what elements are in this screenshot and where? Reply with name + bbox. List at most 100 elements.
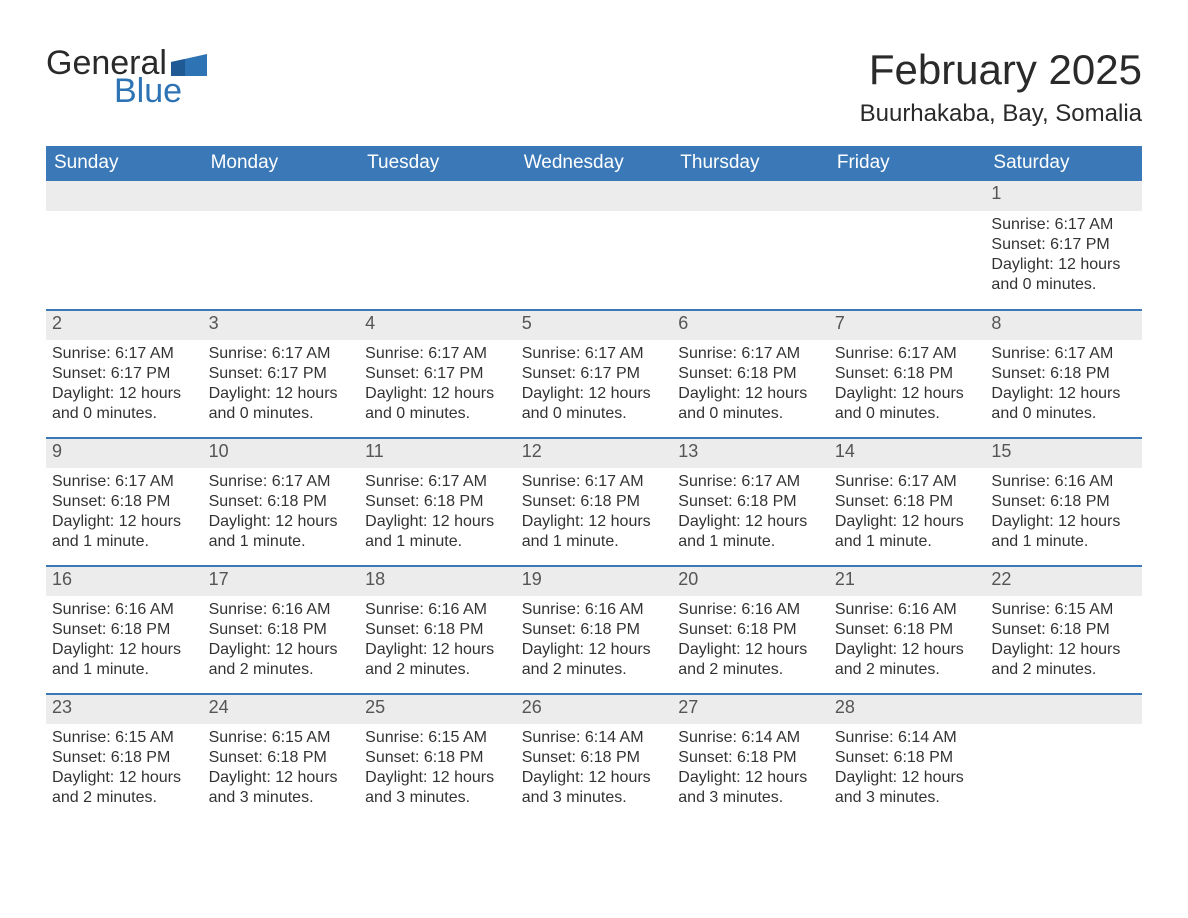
day-cell: Sunrise: 6:17 AMSunset: 6:18 PMDaylight:… (203, 468, 360, 566)
day-number (203, 181, 360, 211)
day-number (46, 181, 203, 211)
day-cell: Sunrise: 6:17 AMSunset: 6:18 PMDaylight:… (985, 340, 1142, 438)
day-number: 15 (985, 439, 1142, 468)
daylight-text: Daylight: 12 hours and 1 minute. (365, 512, 510, 552)
sunset-text: Sunset: 6:18 PM (835, 492, 980, 512)
day-cell: Sunrise: 6:17 AMSunset: 6:17 PMDaylight:… (985, 211, 1142, 310)
weekday-friday: Friday (829, 146, 986, 181)
sunset-text: Sunset: 6:18 PM (522, 492, 667, 512)
calendar-page: General Blue February 2025 Buurhakaba, B… (0, 0, 1188, 851)
sunset-text: Sunset: 6:18 PM (522, 620, 667, 640)
weekday-tuesday: Tuesday (359, 146, 516, 181)
day-number: 18 (359, 567, 516, 596)
week-row: 2345678Sunrise: 6:17 AMSunset: 6:17 PMDa… (46, 309, 1142, 437)
daylight-text: Daylight: 12 hours and 2 minutes. (991, 640, 1136, 680)
daylight-text: Daylight: 12 hours and 0 minutes. (522, 384, 667, 424)
sunset-text: Sunset: 6:18 PM (678, 748, 823, 768)
sunset-text: Sunset: 6:18 PM (209, 492, 354, 512)
day-cell: Sunrise: 6:17 AMSunset: 6:18 PMDaylight:… (359, 468, 516, 566)
day-cell: Sunrise: 6:14 AMSunset: 6:18 PMDaylight:… (829, 724, 986, 822)
weekday-header: SundayMondayTuesdayWednesdayThursdayFrid… (46, 146, 1142, 181)
sunrise-text: Sunrise: 6:15 AM (209, 728, 354, 748)
daylight-text: Daylight: 12 hours and 2 minutes. (835, 640, 980, 680)
daylight-text: Daylight: 12 hours and 0 minutes. (52, 384, 197, 424)
sunrise-text: Sunrise: 6:14 AM (522, 728, 667, 748)
daylight-text: Daylight: 12 hours and 3 minutes. (835, 768, 980, 808)
day-cell: Sunrise: 6:17 AMSunset: 6:17 PMDaylight:… (516, 340, 673, 438)
sunset-text: Sunset: 6:18 PM (52, 492, 197, 512)
day-number (359, 181, 516, 211)
daylight-text: Daylight: 12 hours and 1 minute. (678, 512, 823, 552)
day-cell: Sunrise: 6:17 AMSunset: 6:17 PMDaylight:… (46, 340, 203, 438)
sunrise-text: Sunrise: 6:15 AM (365, 728, 510, 748)
day-cell: Sunrise: 6:14 AMSunset: 6:18 PMDaylight:… (516, 724, 673, 822)
day-number (516, 181, 673, 211)
sunrise-text: Sunrise: 6:16 AM (52, 600, 197, 620)
sunset-text: Sunset: 6:18 PM (209, 620, 354, 640)
daylight-text: Daylight: 12 hours and 0 minutes. (209, 384, 354, 424)
day-number: 26 (516, 695, 673, 724)
day-cell: Sunrise: 6:15 AMSunset: 6:18 PMDaylight:… (985, 596, 1142, 694)
day-number: 19 (516, 567, 673, 596)
daylight-text: Daylight: 12 hours and 1 minute. (52, 640, 197, 680)
sunrise-text: Sunrise: 6:17 AM (522, 472, 667, 492)
sunrise-text: Sunrise: 6:14 AM (678, 728, 823, 748)
sunset-text: Sunset: 6:18 PM (991, 492, 1136, 512)
logo-text-blue: Blue (114, 74, 207, 108)
daylight-text: Daylight: 12 hours and 2 minutes. (365, 640, 510, 680)
daylight-text: Daylight: 12 hours and 3 minutes. (209, 768, 354, 808)
day-cell: Sunrise: 6:16 AMSunset: 6:18 PMDaylight:… (672, 596, 829, 694)
day-cell (46, 211, 203, 310)
sunset-text: Sunset: 6:17 PM (209, 364, 354, 384)
daylight-text: Daylight: 12 hours and 2 minutes. (678, 640, 823, 680)
day-number: 4 (359, 311, 516, 340)
day-number (829, 181, 986, 211)
day-cell: Sunrise: 6:16 AMSunset: 6:18 PMDaylight:… (203, 596, 360, 694)
daylight-text: Daylight: 12 hours and 1 minute. (522, 512, 667, 552)
day-number: 25 (359, 695, 516, 724)
day-number: 1 (985, 181, 1142, 211)
weeks-container: 1Sunrise: 6:17 AMSunset: 6:17 PMDaylight… (46, 181, 1142, 821)
sunset-text: Sunset: 6:17 PM (52, 364, 197, 384)
day-number: 14 (829, 439, 986, 468)
weekday-sunday: Sunday (46, 146, 203, 181)
sunrise-text: Sunrise: 6:16 AM (991, 472, 1136, 492)
sunset-text: Sunset: 6:17 PM (522, 364, 667, 384)
day-number: 11 (359, 439, 516, 468)
day-number (985, 695, 1142, 724)
sunrise-text: Sunrise: 6:15 AM (52, 728, 197, 748)
daynum-strip: 16171819202122 (46, 567, 1142, 596)
daynum-strip: 1 (46, 181, 1142, 211)
daylight-text: Daylight: 12 hours and 2 minutes. (522, 640, 667, 680)
day-number: 12 (516, 439, 673, 468)
month-title: February 2025 (860, 46, 1142, 94)
sunset-text: Sunset: 6:18 PM (52, 620, 197, 640)
sunrise-text: Sunrise: 6:15 AM (991, 600, 1136, 620)
sunset-text: Sunset: 6:18 PM (991, 620, 1136, 640)
day-number: 21 (829, 567, 986, 596)
sunrise-text: Sunrise: 6:17 AM (991, 344, 1136, 364)
day-number: 28 (829, 695, 986, 724)
day-number: 6 (672, 311, 829, 340)
day-number (672, 181, 829, 211)
sunset-text: Sunset: 6:18 PM (209, 748, 354, 768)
day-number: 22 (985, 567, 1142, 596)
daylight-text: Daylight: 12 hours and 1 minute. (52, 512, 197, 552)
sunset-text: Sunset: 6:18 PM (365, 620, 510, 640)
daylight-text: Daylight: 12 hours and 0 minutes. (678, 384, 823, 424)
day-cell (985, 724, 1142, 822)
day-cell (672, 211, 829, 310)
week-row: 1Sunrise: 6:17 AMSunset: 6:17 PMDaylight… (46, 181, 1142, 309)
sunrise-text: Sunrise: 6:17 AM (365, 472, 510, 492)
sunrise-text: Sunrise: 6:16 AM (678, 600, 823, 620)
logo: General Blue (46, 46, 207, 108)
day-cell: Sunrise: 6:17 AMSunset: 6:18 PMDaylight:… (829, 468, 986, 566)
sunset-text: Sunset: 6:18 PM (365, 492, 510, 512)
day-cell: Sunrise: 6:16 AMSunset: 6:18 PMDaylight:… (516, 596, 673, 694)
day-number: 24 (203, 695, 360, 724)
daynum-strip: 232425262728 (46, 695, 1142, 724)
sunrise-text: Sunrise: 6:16 AM (209, 600, 354, 620)
day-number: 16 (46, 567, 203, 596)
daylight-text: Daylight: 12 hours and 2 minutes. (209, 640, 354, 680)
sunset-text: Sunset: 6:18 PM (835, 620, 980, 640)
